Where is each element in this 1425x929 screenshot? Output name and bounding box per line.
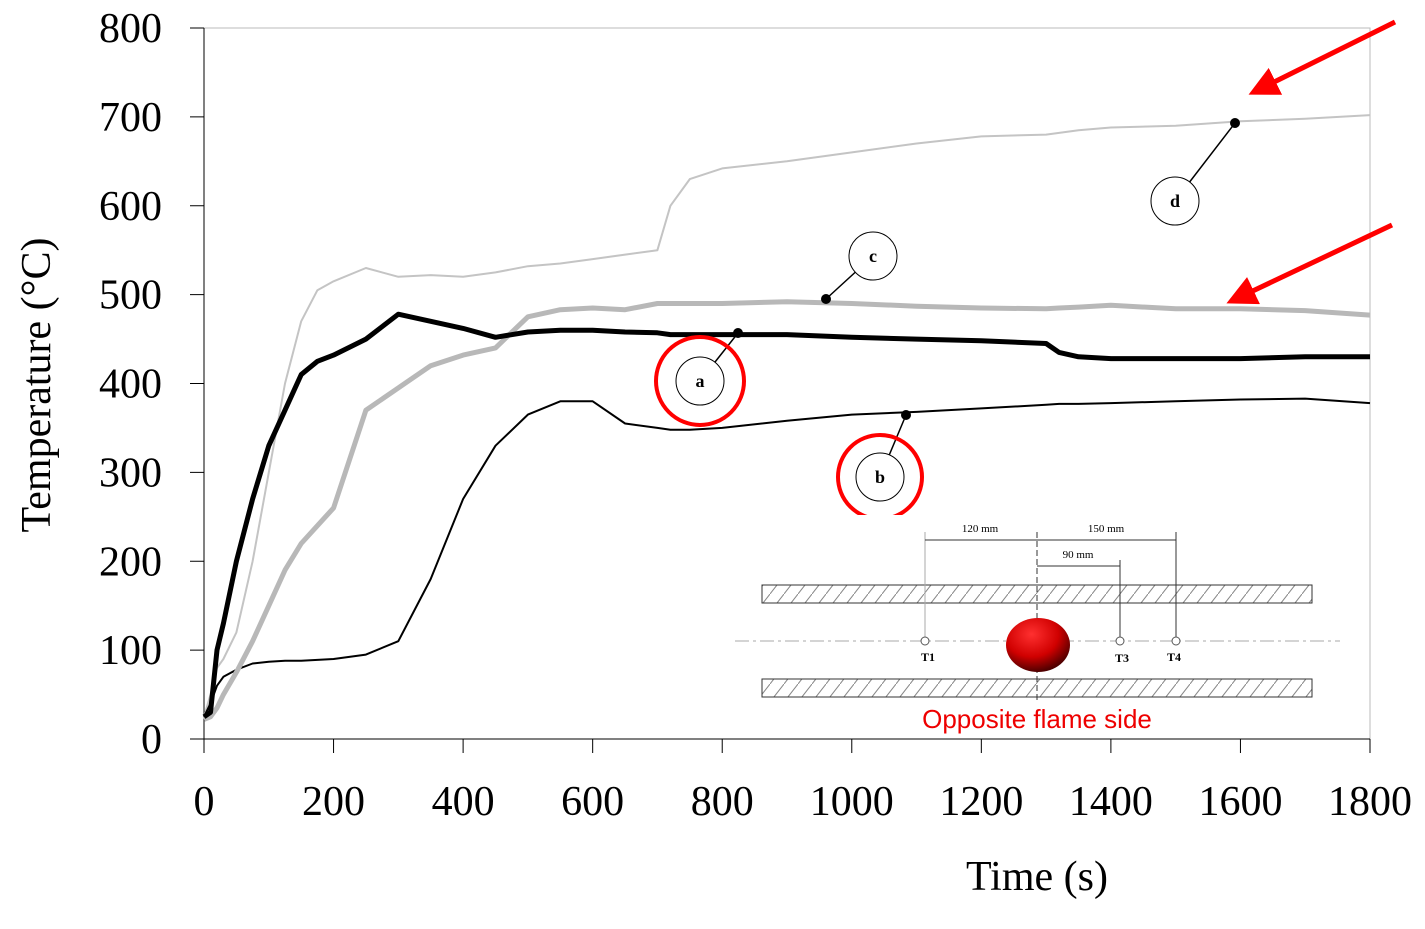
chart: 0 100 200 300 400 500 600 700 800 0 200 400 600 800 10… [0, 0, 1425, 929]
x-axis-title: Time (s) [966, 854, 1108, 900]
x-tick-label: 1400 [1069, 779, 1153, 825]
callout-dot [733, 328, 743, 338]
x-tick-label: 1200 [939, 779, 1023, 825]
x-tick-label: 1600 [1198, 779, 1282, 825]
y-tick-label: 800 [99, 6, 162, 52]
y-tick-label: 200 [99, 539, 162, 585]
legend-label: d [1170, 191, 1180, 211]
callout-dot [901, 410, 911, 420]
x-tick-label: 800 [691, 779, 754, 825]
y-tick-label: 600 [99, 184, 162, 230]
y-axis-title: Temperature (°C) [14, 238, 60, 533]
inset-caption: Opposite flame side [922, 704, 1152, 734]
x-tick-label: 400 [432, 779, 495, 825]
sensor-label: T3 [1115, 651, 1129, 665]
callout-dot [821, 294, 831, 304]
y-tick-label: 500 [99, 273, 162, 319]
sensor-label: T4 [1167, 650, 1181, 664]
y-tick-label: 300 [99, 450, 162, 496]
legend-label: b [875, 467, 885, 487]
y-tick-label: 400 [99, 362, 162, 408]
y-tick-label: 0 [141, 717, 162, 763]
legend-label: a [696, 371, 705, 391]
sensor [1116, 637, 1124, 645]
flame [1006, 618, 1070, 672]
inset-diagram: 120 mm 150 mm 90 mm T1 T3 T4 Opposite fl… [720, 515, 1345, 735]
x-tick-label: 0 [194, 779, 215, 825]
y-tick-label: 700 [99, 95, 162, 141]
sensor-label: T1 [921, 650, 935, 664]
sensor [921, 637, 929, 645]
page: {"chart_data": {"type": "line", "x_label… [0, 0, 1425, 929]
arrow [1240, 225, 1392, 297]
arrow [1262, 22, 1395, 88]
sensor [1172, 637, 1180, 645]
x-tick-label: 1800 [1328, 779, 1412, 825]
dimension-label: 150 mm [1088, 523, 1125, 535]
dimension-label: 90 mm [1063, 549, 1094, 561]
x-tick-label: 200 [302, 779, 365, 825]
x-tick-label: 1000 [810, 779, 894, 825]
y-tick-label: 100 [99, 628, 162, 674]
callout-dot [1230, 118, 1240, 128]
dimension-label: 120 mm [962, 523, 999, 535]
legend-label: c [869, 246, 877, 266]
x-tick-label: 600 [561, 779, 624, 825]
